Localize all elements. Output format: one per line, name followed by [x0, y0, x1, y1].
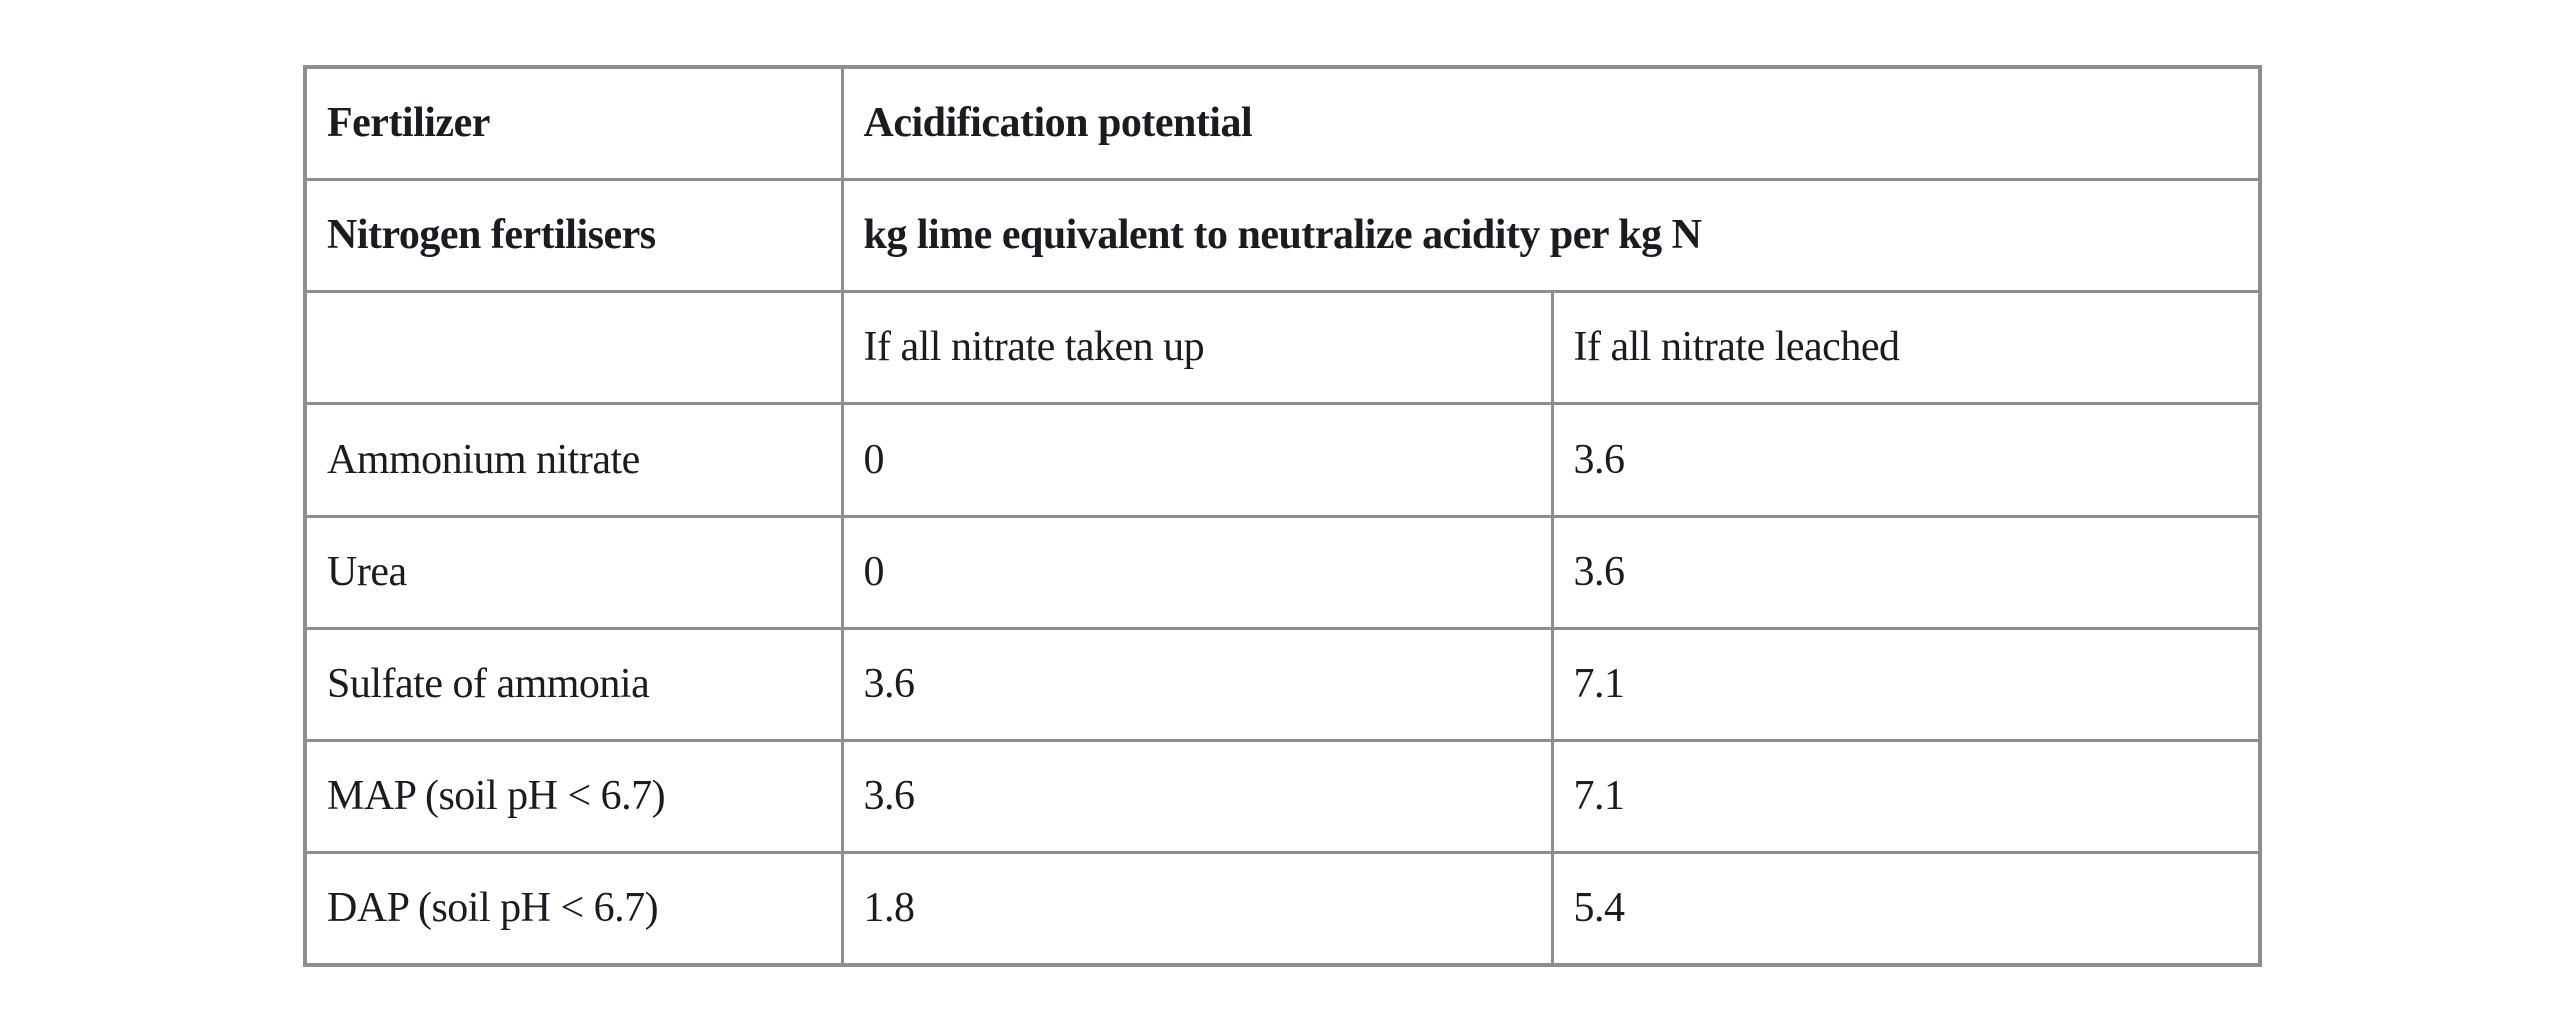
fertilizer-name-cell: DAP (soil pH < 6.7)	[303, 851, 844, 967]
condition-leached-cell: If all nitrate leached	[1550, 289, 2262, 406]
condition-taken-up-cell: If all nitrate taken up	[840, 289, 1554, 406]
table-header-row: Fertilizer Acidification potential	[303, 65, 2262, 181]
table-row: Sulfate of ammonia 3.6 7.1	[303, 626, 2262, 743]
fertilizer-name-cell: MAP (soil pH < 6.7)	[303, 738, 844, 855]
leached-value-cell: 7.1	[1550, 738, 2262, 855]
table-row: MAP (soil pH < 6.7) 3.6 7.1	[303, 738, 2262, 855]
taken-up-value-cell: 0	[840, 402, 1554, 518]
fertilizer-acidification-table: Fertilizer Acidification potential Nitro…	[303, 65, 2262, 967]
table-subheader-row: Nitrogen fertilisers kg lime equivalent …	[303, 177, 2262, 294]
leached-value-cell: 3.6	[1550, 514, 2262, 630]
condition-header-row: If all nitrate taken up If all nitrate l…	[303, 289, 2262, 406]
subheader-unit-cell: kg lime equivalent to neutralize acidity…	[840, 177, 2262, 294]
taken-up-value-cell: 3.6	[840, 626, 1554, 743]
leached-value-cell: 5.4	[1550, 851, 2262, 967]
leached-value-cell: 7.1	[1550, 626, 2262, 743]
empty-cell	[303, 289, 844, 406]
fertilizer-name-cell: Sulfate of ammonia	[303, 626, 844, 743]
taken-up-value-cell: 1.8	[840, 851, 1554, 967]
subheader-nitrogen-fertilisers-cell: Nitrogen fertilisers	[303, 177, 844, 294]
fertilizer-name-cell: Ammonium nitrate	[303, 402, 844, 518]
table-row: Ammonium nitrate 0 3.6	[303, 402, 2262, 518]
fertilizer-name-cell: Urea	[303, 514, 844, 630]
taken-up-value-cell: 3.6	[840, 738, 1554, 855]
header-acidification-potential-cell: Acidification potential	[840, 65, 2262, 181]
taken-up-value-cell: 0	[840, 514, 1554, 630]
table-row: Urea 0 3.6	[303, 514, 2262, 630]
table-row: DAP (soil pH < 6.7) 1.8 5.4	[303, 851, 2262, 967]
leached-value-cell: 3.6	[1550, 402, 2262, 518]
header-fertilizer-cell: Fertilizer	[303, 65, 844, 181]
